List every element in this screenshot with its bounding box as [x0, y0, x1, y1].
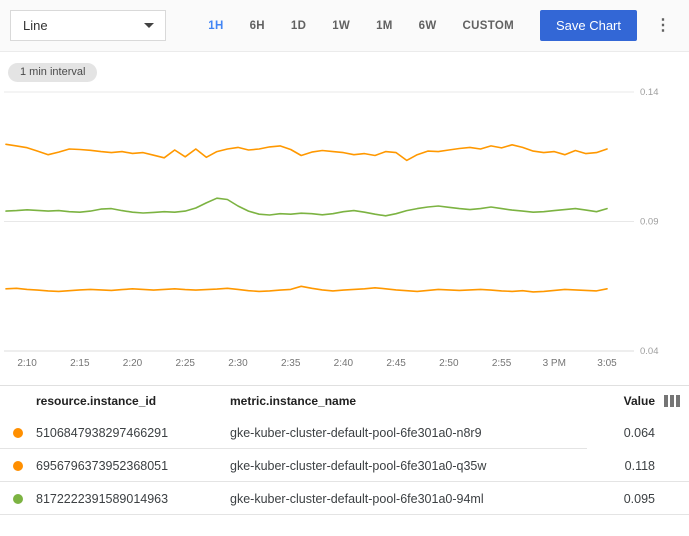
time-range-1d[interactable]: 1D — [278, 10, 319, 42]
chart-type-select[interactable]: Line — [10, 10, 166, 41]
x-axis-tick-label: 3:05 — [597, 358, 617, 369]
time-range-group: 1H 6H 1D 1W 1M 6W CUSTOM — [195, 10, 527, 42]
time-range-1h[interactable]: 1H — [195, 10, 236, 42]
row-divider — [0, 481, 689, 482]
x-axis-tick-label: 2:10 — [17, 358, 37, 369]
x-axis-tick-label: 2:25 — [176, 358, 196, 369]
table-row[interactable]: 6956796373952368051 gke-kuber-cluster-def… — [0, 449, 689, 482]
time-range-custom[interactable]: CUSTOM — [450, 10, 527, 42]
time-range-6w[interactable]: 6W — [406, 10, 450, 42]
cell-instance-id: 5106847938297466291 — [36, 425, 169, 440]
series-color-dot — [13, 460, 23, 471]
cell-instance-id: 8172222391589014963 — [36, 491, 169, 506]
series-table: resource.instance_id metric.instance_nam… — [0, 385, 689, 515]
row-divider — [0, 448, 587, 449]
time-range-6h[interactable]: 6H — [237, 10, 278, 42]
row-divider — [0, 514, 689, 515]
chevron-down-icon — [144, 23, 154, 28]
y-axis-tick-label: 0.14 — [640, 87, 659, 98]
series-color-cell — [0, 493, 36, 504]
series-color-cell — [0, 460, 36, 471]
chart-type-value: Line — [23, 18, 48, 33]
table-body: 5106847938297466291 gke-kuber-cluster-def… — [0, 416, 689, 515]
x-axis-tick-label: 3 PM — [543, 358, 566, 369]
column-header-instance-id: resource.instance_id — [36, 394, 157, 408]
x-axis-tick-label: 2:45 — [386, 358, 406, 369]
view-column-icon[interactable] — [655, 395, 689, 407]
column-header-value: Value — [623, 394, 655, 408]
cell-instance-name: gke-kuber-cluster-default-pool-6fe301a0-… — [230, 458, 487, 473]
line-chart: 0.14 0.09 0.04 2:10 2:15 2:20 2:25 2:30 2:35 2:40… — [4, 87, 659, 369]
cell-value: 0.095 — [623, 491, 655, 506]
cell-value: 0.064 — [623, 425, 655, 440]
x-axis-tick-label: 2:20 — [123, 358, 143, 369]
y-axis-tick-label: 0.04 — [640, 346, 659, 357]
x-axis-tick-label: 2:15 — [70, 358, 90, 369]
x-axis-tick-label: 2:35 — [281, 358, 301, 369]
time-range-1m[interactable]: 1M — [363, 10, 406, 42]
cell-instance-id: 6956796373952368051 — [36, 458, 169, 473]
chart-line-series-1 — [5, 143, 608, 162]
chart-toolbar: Line 1H 6H 1D 1W 1M 6W CUSTOM Save Chart ⋮ — [0, 0, 689, 52]
time-range-1w[interactable]: 1W — [319, 10, 363, 42]
cell-value: 0.118 — [624, 458, 655, 473]
x-axis-tick-label: 2:40 — [334, 358, 354, 369]
cell-instance-name: gke-kuber-cluster-default-pool-6fe301a0-… — [230, 425, 482, 440]
series-color-cell — [0, 427, 36, 438]
x-axis-tick-label: 2:50 — [439, 358, 459, 369]
more-options-icon[interactable]: ⋮ — [649, 14, 677, 38]
x-axis-tick-label: 2:55 — [492, 358, 512, 369]
series-color-dot — [13, 427, 23, 438]
column-header-instance-name: metric.instance_name — [230, 394, 357, 408]
cell-instance-name: gke-kuber-cluster-default-pool-6fe301a0-… — [230, 491, 484, 506]
chart-line-series-0 — [5, 285, 608, 293]
table-header-row: resource.instance_id metric.instance_nam… — [0, 385, 689, 416]
y-axis-tick-label: 0.09 — [640, 217, 659, 228]
table-row[interactable]: 5106847938297466291 gke-kuber-cluster-def… — [0, 416, 689, 449]
save-chart-button[interactable]: Save Chart — [539, 10, 637, 41]
chart-line-series-2 — [5, 197, 608, 217]
series-color-dot — [13, 493, 23, 504]
interval-badge: 1 min interval — [8, 63, 98, 82]
x-axis-tick-label: 2:30 — [228, 358, 248, 369]
table-row[interactable]: 8172222391589014963 gke-kuber-cluster-def… — [0, 482, 689, 515]
